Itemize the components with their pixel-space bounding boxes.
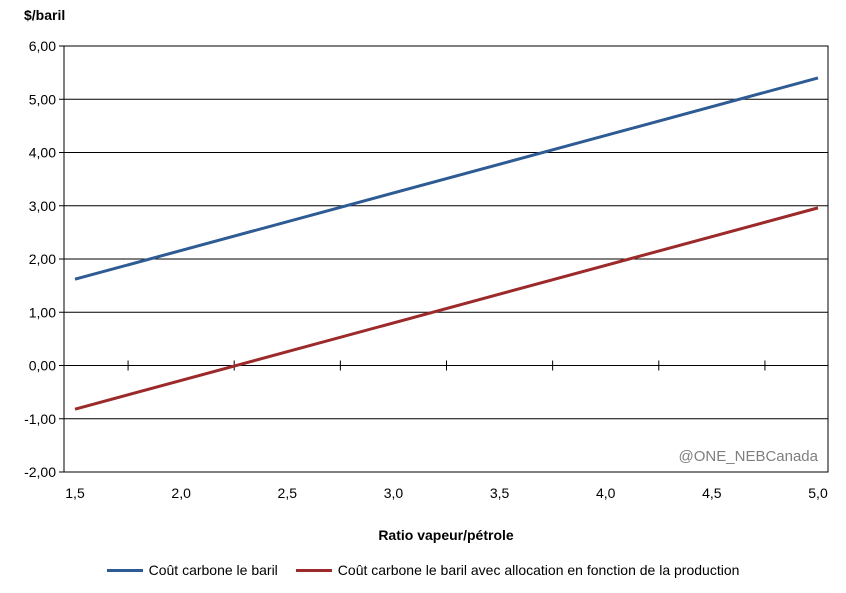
x-tick-label: 2,0: [171, 485, 191, 501]
y-tick-label: 0,00: [29, 358, 56, 374]
y-tick-label: 5,00: [29, 91, 56, 107]
chart: -2,00 -1,00 0,00 1,00 2,00 3,00 4,00 5,00 6,00 1…: [24, 7, 829, 543]
legend-item-series-2: Coût carbone le baril avec allocation en…: [295, 562, 740, 578]
y-tick-label: 6,00: [29, 38, 56, 54]
x-tick-label: 4,5: [702, 485, 722, 501]
legend-swatch-series-1: [106, 568, 143, 572]
legend-label-series-1: Coût carbone le baril: [148, 562, 278, 578]
y-tick-label: -1,00: [24, 411, 56, 427]
grid-lines: [64, 98, 828, 420]
legend-label-series-2: Coût carbone le baril avec allocation en…: [337, 562, 740, 578]
y-tick-label: -2,00: [24, 464, 56, 480]
y-tick-label: 3,00: [29, 198, 56, 214]
legend-item-series-1: Coût carbone le baril: [106, 562, 278, 578]
x-tick-label: 1,5: [65, 485, 85, 501]
series-line-2: [74, 206, 819, 411]
x-tick-label: 3,5: [490, 485, 510, 501]
y-tick-label: 4,00: [29, 145, 56, 161]
x-tick-label: 4,0: [596, 485, 616, 501]
series-line-1: [74, 76, 819, 281]
x-axis-ticks: 1,5 2,0 2,5 3,0 3,5 4,0 4,5 5,0: [65, 360, 828, 501]
y-axis-ticks: -2,00 -1,00 0,00 1,00 2,00 3,00 4,00 5,00 6,00: [24, 38, 64, 480]
watermark: @ONE_NEBCanada: [679, 448, 819, 465]
x-tick-label: 2,5: [278, 485, 298, 501]
legend: Coût carbone le baril Coût carbone le ba…: [0, 562, 846, 578]
y-axis-title: $/baril: [24, 7, 65, 23]
x-tick-label: 5,0: [808, 485, 828, 501]
series-lines: [74, 76, 819, 411]
x-axis-title: Ratio vapeur/pétrole: [378, 527, 514, 543]
x-tick-label: 3,0: [384, 485, 404, 501]
y-tick-label: 1,00: [29, 304, 56, 320]
y-tick-label: 2,00: [29, 251, 56, 267]
legend-swatch-series-2: [295, 568, 332, 572]
